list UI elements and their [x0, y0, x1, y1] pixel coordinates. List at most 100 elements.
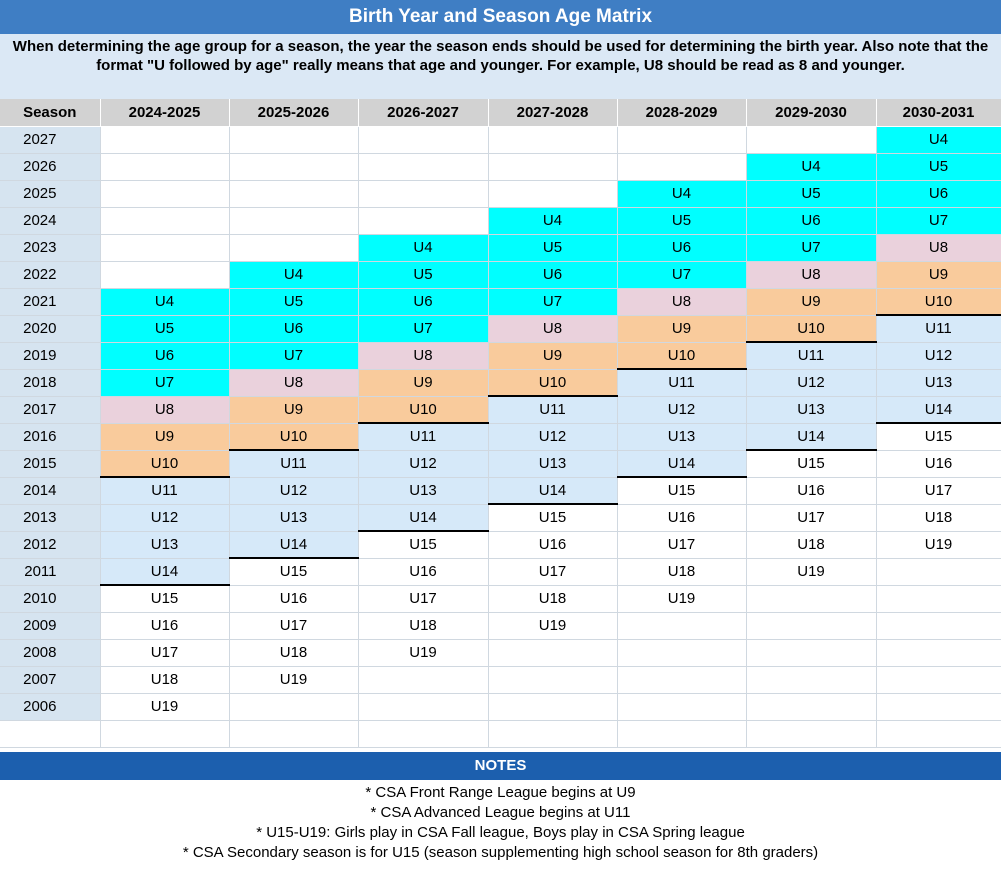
age-group-cell [617, 639, 747, 667]
age-group-cell: U10 [488, 369, 618, 397]
age-group-cell: U9 [229, 396, 359, 424]
age-group-cell [358, 153, 489, 181]
birth-year-cell: 2027 [0, 126, 101, 154]
age-group-cell: U13 [100, 531, 230, 559]
age-group-cell: U14 [229, 531, 359, 559]
table-row: 2025 U4 U5 U6 [0, 180, 1001, 208]
age-group-cell: U12 [100, 504, 230, 532]
note-item: * U15-U19: Girls play in CSA Fall league… [256, 823, 745, 841]
age-group-cell: U4 [617, 180, 747, 208]
age-group-cell: U7 [488, 288, 618, 316]
note-item: * CSA Secondary season is for U15 (seaso… [182, 843, 819, 861]
age-group-cell: U8 [488, 315, 618, 343]
age-group-cell: U10 [100, 450, 230, 478]
age-group-cell: U18 [876, 504, 1001, 532]
empty-cell [229, 720, 359, 748]
birth-year-cell: 2007 [0, 666, 101, 694]
birth-year-cell: 2008 [0, 639, 101, 667]
age-group-cell: U19 [617, 585, 747, 613]
age-group-cell: U5 [358, 261, 489, 289]
age-group-cell: U4 [358, 234, 489, 262]
empty-cell [876, 720, 1001, 748]
age-group-cell: U19 [100, 693, 230, 721]
age-group-cell: U16 [617, 504, 747, 532]
birth-year-cell: 2006 [0, 693, 101, 721]
age-group-cell: U5 [488, 234, 618, 262]
age-group-cell: U19 [358, 639, 489, 667]
table-row: 2017 U8 U9 U10 U11 U12 U13 U14 [0, 396, 1001, 424]
age-group-cell: U11 [746, 342, 877, 370]
age-group-cell: U10 [746, 315, 877, 343]
birth-year-cell: 2009 [0, 612, 101, 640]
age-group-cell: U13 [358, 477, 489, 505]
table-row: 2009 U16 U17 U18 U19 [0, 612, 1001, 640]
age-group-cell: U13 [229, 504, 359, 532]
age-group-cell: U13 [617, 423, 747, 451]
table-row: 2012 U13 U14 U15 U16 U17 U18 U19 [0, 531, 1001, 559]
age-group-cell [100, 180, 230, 208]
season-header: Season [0, 99, 101, 127]
age-group-cell [746, 126, 877, 154]
age-group-cell [617, 693, 747, 721]
age-group-cell: U10 [358, 396, 489, 424]
empty-cell [0, 720, 101, 748]
table-row: 2006 U19 [0, 693, 1001, 721]
age-group-cell [488, 126, 618, 154]
age-group-cell: U19 [229, 666, 359, 694]
empty-cell [488, 720, 618, 748]
age-group-cell: U11 [229, 450, 359, 478]
note-item: * CSA Advanced League begins at U11 [370, 803, 631, 821]
age-group-cell: U11 [876, 315, 1001, 343]
table-row: 2019 U6 U7 U8 U9 U10 U11 U12 [0, 342, 1001, 370]
age-group-cell [876, 639, 1001, 667]
age-group-cell: U15 [876, 423, 1001, 451]
age-group-cell: U7 [876, 207, 1001, 235]
age-group-cell: U7 [100, 369, 230, 397]
age-group-cell [746, 693, 877, 721]
age-group-cell [746, 639, 877, 667]
age-group-cell: U19 [746, 558, 877, 586]
age-group-cell: U16 [229, 585, 359, 613]
age-group-cell: U18 [488, 585, 618, 613]
age-group-cell: U12 [229, 477, 359, 505]
age-group-cell [876, 558, 1001, 586]
age-group-cell [229, 693, 359, 721]
age-group-cell: U16 [746, 477, 877, 505]
age-group-cell: U8 [100, 396, 230, 424]
age-group-cell: U13 [488, 450, 618, 478]
birth-year-cell: 2011 [0, 558, 101, 586]
age-group-cell: U16 [358, 558, 489, 586]
age-group-cell: U9 [746, 288, 877, 316]
season-column-header: 2030-2031 [876, 99, 1001, 127]
age-group-cell [229, 180, 359, 208]
age-group-cell [746, 585, 877, 613]
birth-year-cell: 2015 [0, 450, 101, 478]
age-group-cell: U17 [100, 639, 230, 667]
empty-cell [617, 720, 747, 748]
age-group-cell: U6 [100, 342, 230, 370]
table-row: 2024 U4 U5 U6 U7 [0, 207, 1001, 235]
age-group-cell: U6 [876, 180, 1001, 208]
table-row: 2027 U4 [0, 126, 1001, 154]
birth-year-cell: 2016 [0, 423, 101, 451]
age-group-cell [876, 585, 1001, 613]
table-row: 2008 U17 U18 U19 [0, 639, 1001, 667]
age-group-cell [100, 126, 230, 154]
age-group-cell: U12 [617, 396, 747, 424]
age-group-cell: U9 [358, 369, 489, 397]
age-group-cell [100, 207, 230, 235]
age-group-cell: U19 [876, 531, 1001, 559]
age-group-cell [617, 126, 747, 154]
age-group-cell: U17 [617, 531, 747, 559]
empty-cell [746, 720, 877, 748]
table-row: 2021 U4 U5 U6 U7 U8 U9 U10 [0, 288, 1001, 316]
age-group-cell: U18 [746, 531, 877, 559]
age-group-cell [100, 153, 230, 181]
age-group-cell: U17 [746, 504, 877, 532]
age-group-cell: U4 [876, 126, 1001, 154]
age-group-cell: U15 [100, 585, 230, 613]
birth-year-cell: 2023 [0, 234, 101, 262]
season-column-header: 2029-2030 [746, 99, 877, 127]
age-group-cell: U4 [746, 153, 877, 181]
age-group-cell [876, 666, 1001, 694]
